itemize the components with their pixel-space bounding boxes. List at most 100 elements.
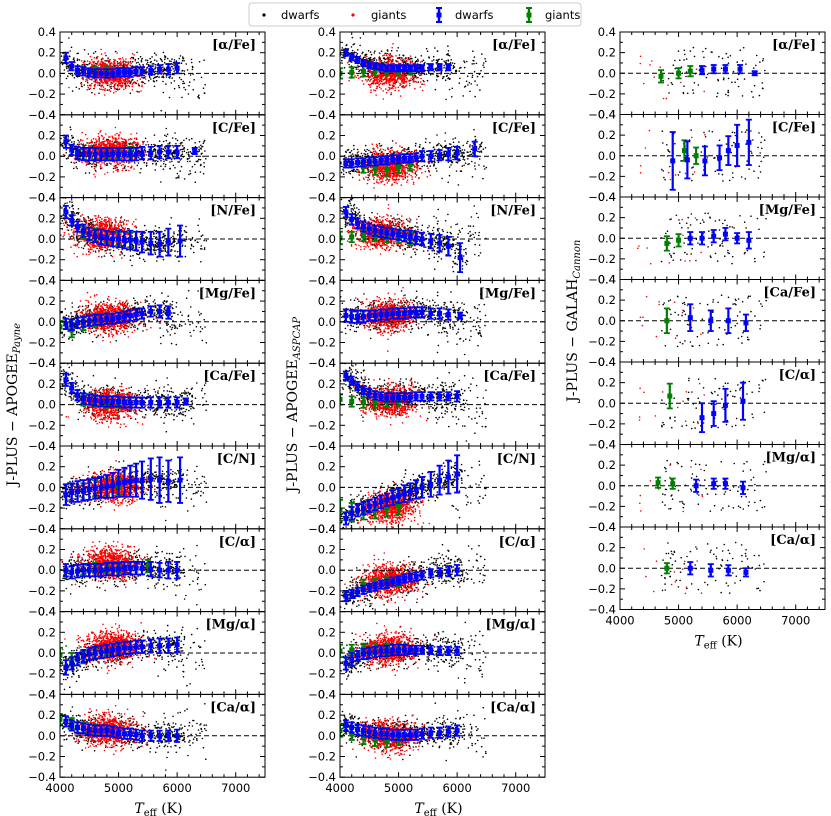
giant-point bbox=[90, 139, 93, 141]
giant-point bbox=[116, 88, 119, 90]
giant-point bbox=[115, 82, 117, 85]
dwarf-point bbox=[187, 154, 190, 156]
dwarf-point bbox=[137, 162, 140, 164]
dwarf-errorbar bbox=[115, 67, 122, 78]
giant-point bbox=[98, 137, 101, 139]
dwarf-point bbox=[123, 219, 126, 221]
giant-point bbox=[89, 78, 91, 80]
giant-point bbox=[133, 142, 136, 144]
dwarf-point bbox=[124, 142, 127, 145]
dwarf-point bbox=[156, 260, 158, 262]
giant-point bbox=[91, 246, 93, 248]
dwarf-point bbox=[162, 140, 165, 143]
y-tick-label: 0.4 bbox=[38, 191, 56, 205]
dwarf-errorbar-marker bbox=[80, 68, 86, 74]
dwarf-point bbox=[171, 326, 174, 329]
dwarf-point bbox=[166, 57, 169, 60]
giant-point bbox=[124, 87, 127, 90]
dwarf-point bbox=[164, 247, 166, 249]
dwarf-point bbox=[106, 249, 109, 251]
dwarf-point bbox=[188, 157, 191, 159]
dwarf-point bbox=[80, 215, 82, 217]
giant-point bbox=[92, 223, 95, 226]
giant-point bbox=[100, 224, 102, 227]
giant-point bbox=[93, 85, 96, 88]
giant-point bbox=[98, 251, 100, 253]
dwarf-point bbox=[65, 77, 68, 80]
giant-point bbox=[102, 58, 104, 60]
dwarf-point bbox=[179, 142, 182, 144]
giant-point bbox=[116, 138, 118, 141]
dwarf-point bbox=[162, 76, 165, 79]
giant-point bbox=[81, 131, 83, 134]
dwarf-point bbox=[76, 59, 79, 62]
giant-point bbox=[114, 79, 117, 82]
giant-point bbox=[130, 138, 133, 141]
dwarf-errorbar bbox=[103, 229, 110, 247]
giant-point bbox=[130, 62, 132, 65]
giant-point bbox=[103, 62, 105, 65]
giant-point bbox=[109, 140, 111, 143]
panel-0-0: 0.40.20.0−0.2−0.4[α/Fe] bbox=[28, 25, 266, 122]
dwarf-point bbox=[153, 150, 155, 152]
giant-point bbox=[69, 237, 72, 239]
dwarf-point bbox=[203, 239, 205, 242]
giant-point bbox=[73, 244, 75, 246]
dwarf-point bbox=[160, 159, 162, 162]
dwarf-point bbox=[135, 82, 137, 84]
giant-point bbox=[104, 173, 106, 175]
dwarf-point bbox=[180, 144, 182, 146]
dwarf-point bbox=[121, 246, 124, 248]
dwarf-errorbar-marker bbox=[80, 151, 86, 157]
dwarf-point bbox=[98, 79, 101, 81]
dwarf-point bbox=[167, 143, 169, 145]
dwarf-errorbar bbox=[109, 147, 116, 162]
dwarf-point bbox=[189, 160, 191, 163]
giant-point bbox=[103, 64, 105, 67]
dwarf-point bbox=[153, 143, 155, 146]
giant-point bbox=[62, 235, 64, 238]
dwarf-point bbox=[180, 165, 183, 168]
dwarf-point bbox=[181, 59, 184, 62]
giant-point bbox=[113, 91, 115, 94]
dwarf-point bbox=[154, 76, 157, 78]
dwarf-point bbox=[78, 75, 80, 78]
giant-point bbox=[88, 142, 91, 144]
dwarf-errorbar-marker bbox=[75, 67, 81, 73]
giant-point bbox=[105, 139, 108, 142]
dwarf-errorbar-marker bbox=[69, 63, 75, 69]
dwarf-point bbox=[80, 143, 82, 145]
giant-point bbox=[125, 232, 128, 235]
dwarf-point bbox=[84, 64, 86, 67]
dwarf-errorbar-marker bbox=[121, 69, 127, 75]
dwarf-point bbox=[198, 61, 201, 63]
giant-point bbox=[123, 60, 126, 63]
giant-point bbox=[100, 145, 103, 147]
giant-point bbox=[92, 226, 95, 228]
giant-point bbox=[111, 140, 114, 142]
dwarf-errorbar bbox=[165, 144, 172, 160]
dwarf-point bbox=[188, 81, 191, 83]
dwarf-point bbox=[98, 92, 100, 95]
dwarf-point bbox=[138, 91, 140, 93]
giant-point bbox=[95, 138, 97, 140]
giant-point bbox=[90, 219, 92, 222]
giant-point bbox=[85, 242, 87, 245]
giant-point bbox=[96, 218, 98, 220]
dwarf-errorbar-marker bbox=[174, 149, 180, 155]
giant-point bbox=[89, 142, 92, 144]
giant-point bbox=[118, 136, 120, 138]
dwarf-point bbox=[153, 156, 156, 158]
giant-point bbox=[67, 156, 69, 159]
dwarf-point bbox=[159, 322, 161, 324]
legend: dwarfs giants dwarfs giants bbox=[248, 2, 582, 27]
dwarf-point bbox=[183, 146, 185, 149]
dwarf-point bbox=[189, 170, 191, 172]
dwarf-errorbar bbox=[133, 230, 140, 252]
dwarf-point bbox=[155, 154, 157, 156]
dwarf-point bbox=[70, 211, 73, 213]
giant-point bbox=[131, 89, 134, 91]
dwarf-point bbox=[139, 236, 141, 238]
dwarf-point bbox=[132, 57, 135, 60]
giant-point bbox=[109, 225, 111, 228]
